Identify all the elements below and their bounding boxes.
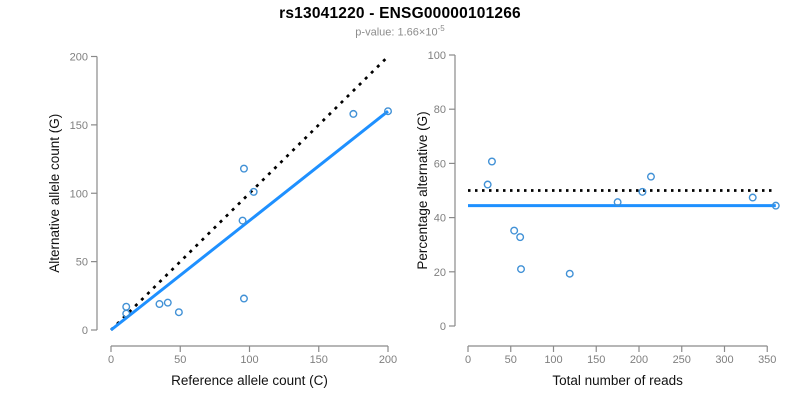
data-point: [517, 265, 526, 274]
identity-line: [110, 55, 389, 331]
x-tick-label: 50: [174, 354, 186, 366]
y-tick-label: 0: [440, 321, 446, 333]
x-axis-title: Reference allele count (C): [171, 373, 328, 388]
data-point: [122, 309, 131, 318]
data-point: [510, 226, 519, 235]
x-tick-label: 0: [465, 354, 471, 366]
y-tick-label: 100: [428, 50, 446, 62]
data-point: [748, 193, 757, 202]
data-point: [239, 164, 248, 173]
data-point: [613, 198, 622, 207]
data-point: [238, 216, 247, 225]
y-tick-label: 50: [76, 257, 88, 269]
y-tick-label: 80: [434, 104, 446, 116]
y-tick-label: 60: [434, 158, 446, 170]
y-tick-label: 0: [82, 325, 88, 337]
pvalue-text: p-value: 1.66×10: [355, 26, 438, 39]
plot-title: rs13041220 - ENSG00000101266: [279, 5, 521, 22]
figure-header: rs13041220 - ENSG00000101266 p-value: 1.…: [0, 0, 800, 40]
data-point: [638, 187, 647, 196]
y-tick-label: 150: [70, 120, 88, 132]
y-axis-title: Percentage alternative (G): [415, 111, 430, 269]
data-point: [771, 201, 780, 210]
y-tick-label: 40: [434, 213, 446, 225]
data-point: [249, 187, 258, 196]
x-tick-label: 150: [310, 354, 328, 366]
y-tick-label: 100: [70, 188, 88, 200]
data-point: [646, 172, 655, 181]
x-tick-label: 250: [673, 354, 691, 366]
percentage-reads-scatter: 0 20 40 60 80 100 0 50 100 150 200 250 300 350 Total n…: [415, 50, 780, 388]
y-axis-title: Alternative allele count (G): [47, 114, 62, 273]
data-point: [239, 294, 248, 303]
data-point: [174, 308, 183, 317]
data-point: [122, 302, 131, 311]
x-tick-label: 200: [630, 354, 648, 366]
allele-count-scatter: 0 50 100 150 200 0 50 100 150 200 Reference allele…: [47, 52, 397, 389]
pvalue-subtitle: p-value: 1.66×10-5: [0, 24, 800, 39]
x-axis-title: Total number of reads: [552, 373, 683, 388]
data-point: [516, 233, 525, 242]
pvalue-exponent: -5: [437, 24, 445, 33]
y-tick-label: 200: [70, 52, 88, 64]
x-tick-label: 0: [108, 354, 114, 366]
x-tick-label: 300: [715, 354, 733, 366]
data-point: [565, 269, 574, 278]
x-tick-label: 100: [544, 354, 562, 366]
x-tick-label: 50: [505, 354, 517, 366]
x-tick-label: 150: [587, 354, 605, 366]
data-point: [487, 157, 496, 166]
x-tick-label: 200: [379, 354, 397, 366]
data-point: [384, 107, 393, 116]
data-point: [163, 298, 172, 307]
fit-line: [110, 110, 389, 332]
x-tick-label: 100: [240, 354, 258, 366]
data-point: [349, 109, 358, 118]
data-point: [155, 300, 164, 309]
y-tick-label: 20: [434, 267, 446, 279]
x-tick-label: 350: [758, 354, 776, 366]
data-point: [483, 180, 492, 189]
